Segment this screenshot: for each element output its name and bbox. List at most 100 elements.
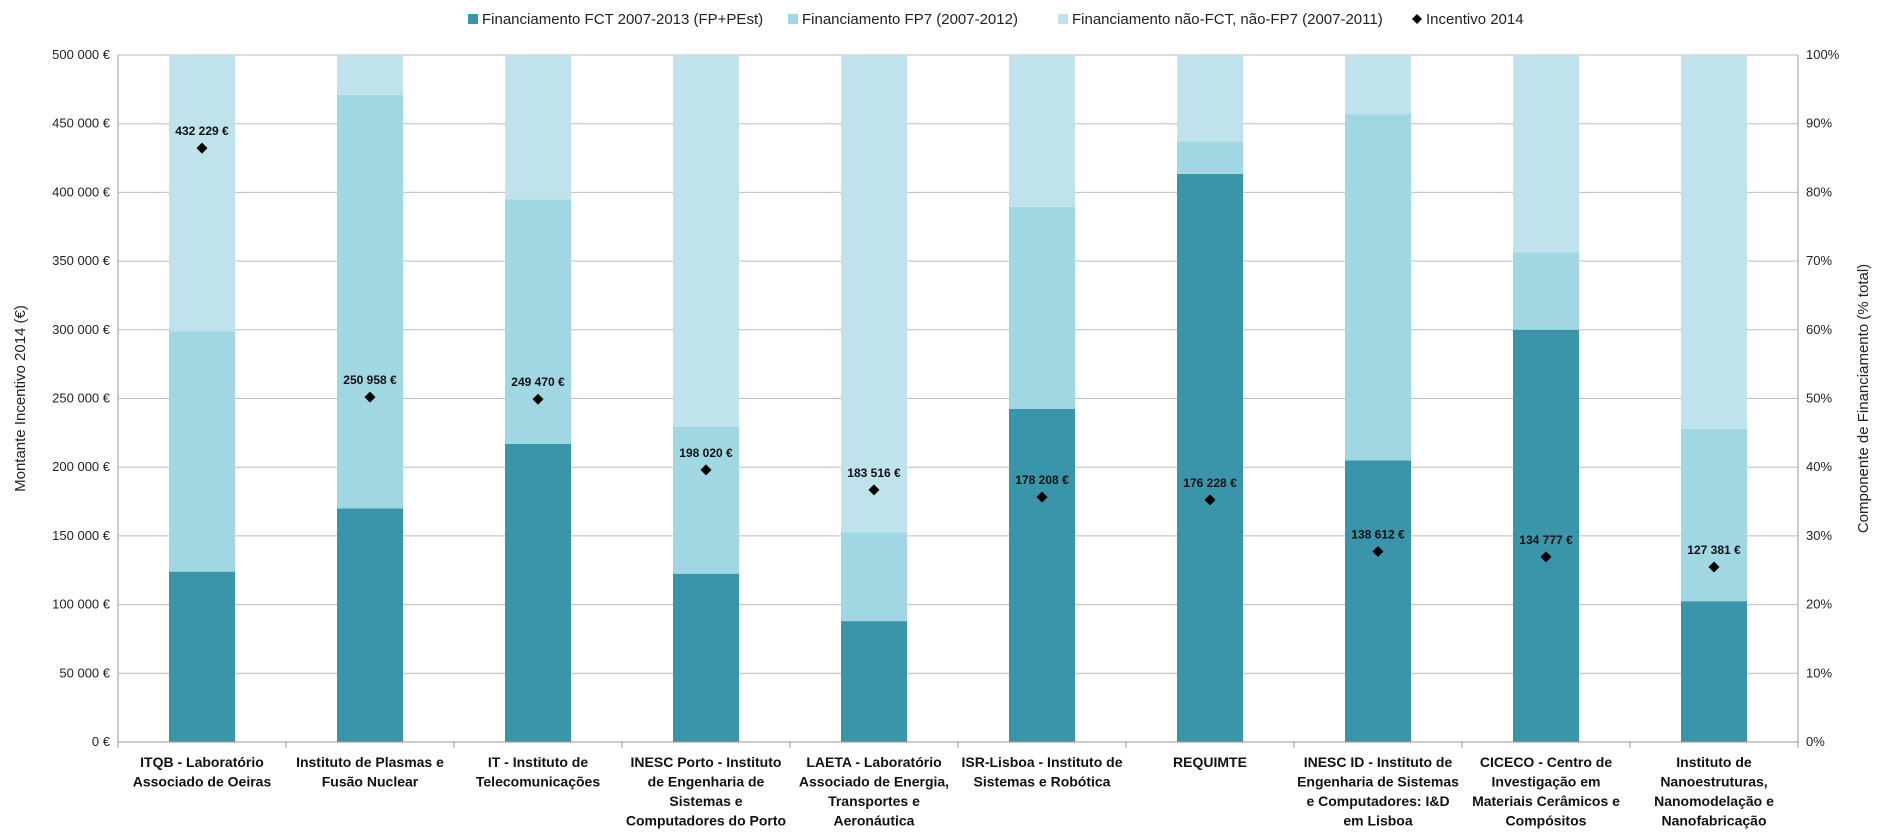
x-category-label-line: Nanoestruturas, <box>1660 774 1767 790</box>
x-category-label-line: Sistemas e <box>669 793 742 809</box>
y-right-tick-label: 60% <box>1806 322 1832 337</box>
bar-segment <box>169 55 235 332</box>
y-left-tick-label: 400 000 € <box>52 184 111 199</box>
incentive-marker <box>700 464 712 476</box>
bar-segment <box>337 508 403 742</box>
x-category-label-line: Transportes e <box>828 793 920 809</box>
x-category-label-line: LAETA - Laboratório <box>806 754 941 770</box>
legend-swatch <box>788 14 798 24</box>
y-left-tick-label: 100 000 € <box>52 597 111 612</box>
x-category-label: ITQB - Laboratório Associado de Oeiras <box>133 754 272 790</box>
incentive-marker <box>868 484 880 496</box>
incentive-data-label: 183 516 € <box>847 466 901 480</box>
incentive-data-label: 249 470 € <box>511 375 565 389</box>
incentive-data-label: 134 777 € <box>1519 533 1573 547</box>
bar-segment <box>505 443 571 742</box>
x-category-label-line: IT - Instituto de <box>488 754 589 770</box>
incentive-marker <box>196 142 208 154</box>
bar-segment <box>1177 173 1243 742</box>
legend-label: Incentivo 2014 <box>1426 11 1524 28</box>
y-left-tick-label: 250 000 € <box>52 391 111 406</box>
x-category-label-line: em Lisboa <box>1343 813 1412 829</box>
y-right-tick-label: 70% <box>1806 253 1832 268</box>
x-category-label: REQUIMTE <box>1173 754 1247 770</box>
x-category-label: IT - Instituto de Telecomunicações <box>476 754 600 790</box>
bar-segment <box>1009 408 1075 742</box>
y-right-tick-label: 80% <box>1806 184 1832 199</box>
x-category-label-line: Instituto de <box>1676 754 1752 770</box>
bar-segment <box>1177 141 1243 174</box>
x-category-label-line: ITQB - Laboratório <box>140 754 264 770</box>
x-category-label: CICECO - Centro de Investigação em Materia… <box>1472 754 1620 829</box>
y-right-tick-label: 10% <box>1806 665 1832 680</box>
bar-segment <box>1009 55 1075 207</box>
bar-segment <box>673 573 739 742</box>
legend-marker-diamond <box>1412 14 1422 24</box>
x-category-label: INESC ID - Instituto de Engenharia de Sis… <box>1297 754 1459 829</box>
x-category-label-line: Associado de Oeiras <box>133 774 272 790</box>
incentive-data-label: 250 958 € <box>343 373 397 387</box>
x-category-label-line: Materiais Cerâmicos e <box>1472 793 1620 809</box>
x-category-label-line: CICECO - Centro de <box>1480 754 1612 770</box>
x-category-label-line: Instituto de Plasmas e <box>296 754 444 770</box>
x-category-label: LAETA - Laboratório Associado de Energia,… <box>799 754 949 829</box>
x-category-label: ISR-Lisboa - Instituto de Sistemas e Robó… <box>962 754 1123 790</box>
bar-segment <box>1513 329 1579 742</box>
bar-segment <box>673 426 739 574</box>
bar-segment <box>1177 55 1243 142</box>
y-right-tick-label: 30% <box>1806 528 1832 543</box>
incentive-data-label: 178 208 € <box>1015 473 1069 487</box>
y-left-tick-label: 0 € <box>92 734 111 749</box>
x-category-label: INESC Porto - Instituto de Engenharia de S… <box>626 754 786 829</box>
bar-segment <box>841 621 907 742</box>
y-left-tick-label: 300 000 € <box>52 322 111 337</box>
incentive-data-label: 127 381 € <box>1687 543 1741 557</box>
bar-segment <box>673 55 739 427</box>
bar-segment <box>169 331 235 572</box>
x-category-label-line: de Engenharia de <box>648 774 765 790</box>
bar-segment <box>169 571 235 742</box>
incentive-marker <box>364 391 376 403</box>
y-right-tick-label: 100% <box>1806 47 1840 62</box>
incentive-data-label: 176 228 € <box>1183 476 1237 490</box>
y-right-axis-title: Componente de Financiamento (% total) <box>1855 264 1872 533</box>
bar-segment <box>1345 114 1411 461</box>
legend-label: Financiamento FCT 2007-2013 (FP+PEst) <box>482 11 763 28</box>
incentive-data-label: 198 020 € <box>679 446 733 460</box>
bar-segment <box>505 55 571 200</box>
x-category-label-line: Associado de Energia, <box>799 774 949 790</box>
x-category-label-line: Nanofabricação <box>1661 813 1766 829</box>
x-category-label-line: Sistemas e Robótica <box>974 774 1111 790</box>
bar-segment <box>1681 428 1747 602</box>
y-right-tick-label: 50% <box>1806 391 1832 406</box>
x-category-label-line: Aeronáutica <box>834 813 915 829</box>
x-category-label-line: ISR-Lisboa - Instituto de <box>962 754 1123 770</box>
legend-swatch <box>468 14 478 24</box>
y-left-tick-label: 150 000 € <box>52 528 111 543</box>
bar-segment <box>1345 55 1411 115</box>
y-right-tick-label: 0% <box>1806 734 1825 749</box>
x-category-label-line: REQUIMTE <box>1173 754 1247 770</box>
y-right-tick-label: 20% <box>1806 597 1832 612</box>
x-category-label-line: Telecomunicações <box>476 774 600 790</box>
incentive-marker <box>1540 551 1552 563</box>
x-category-label-line: Fusão Nuclear <box>322 774 419 790</box>
y-right-tick-label: 40% <box>1806 459 1832 474</box>
bars <box>169 55 1747 742</box>
x-category-label-line: Computadores do Porto <box>626 813 786 829</box>
x-category-label-line: INESC Porto - Instituto <box>631 754 782 770</box>
legend-label: Financiamento não-FCT, não-FP7 (2007-201… <box>1072 11 1383 28</box>
x-category-label: Instituto de Plasmas e Fusão Nuclear <box>296 754 444 790</box>
y-left-tick-label: 50 000 € <box>59 665 110 680</box>
bar-segment <box>1513 55 1579 253</box>
x-category-label-line: Compósitos <box>1506 813 1587 829</box>
x-category-label-line: Engenharia de Sistemas <box>1297 774 1459 790</box>
legend: Financiamento FCT 2007-2013 (FP+PEst) Fin… <box>468 11 1524 28</box>
bar-segment <box>337 94 403 509</box>
y-left-axis-title: Montante Incentivo 2014 (€) <box>12 305 29 492</box>
legend-label: Financiamento FP7 (2007-2012) <box>802 11 1018 28</box>
y-right-tick-label: 90% <box>1806 116 1832 131</box>
bar-segment <box>337 55 403 95</box>
y-left-tick-label: 200 000 € <box>52 459 111 474</box>
